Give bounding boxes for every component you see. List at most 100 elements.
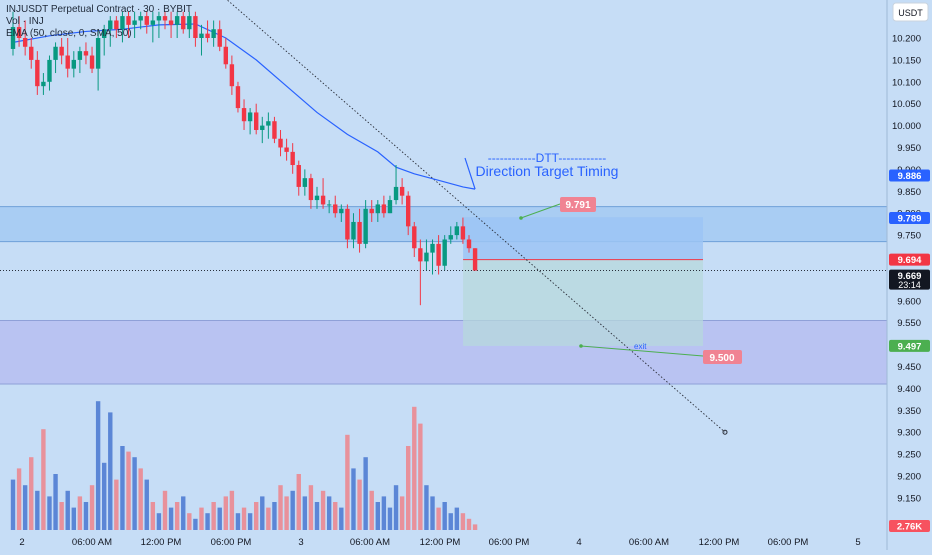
volume-bar (35, 490, 40, 530)
time-tick: 3 (298, 537, 303, 548)
volume-bar (29, 457, 34, 530)
price-badge-text: 9.789 (898, 214, 922, 225)
time-tick: 5 (855, 537, 860, 548)
price-badge-text: 9.694 (898, 255, 922, 266)
volume-bar (314, 502, 320, 530)
currency-button[interactable]: USDT (892, 2, 929, 22)
candle-body (205, 33, 210, 38)
volume-bar (454, 507, 460, 530)
volume-bar (59, 502, 64, 530)
candle-body (53, 46, 58, 60)
volume-bar (387, 507, 393, 530)
candle-body (314, 195, 320, 201)
time-tick: 06:00 PM (768, 537, 809, 548)
candle-body (466, 239, 472, 249)
price-lines (0, 0, 887, 435)
candle-body (460, 226, 466, 240)
candle-body (333, 204, 338, 214)
position-tool[interactable] (463, 217, 703, 346)
volume-bar (247, 513, 253, 530)
candle-body (241, 108, 247, 122)
candle-body (217, 29, 222, 47)
axes: 10.20010.15010.10010.05010.0009.9509.900… (19, 0, 932, 550)
candle-body (83, 51, 89, 56)
volume-bar (351, 468, 356, 530)
price-tick: 9.850 (897, 187, 921, 198)
candle-body (381, 204, 387, 214)
candle-body (436, 243, 441, 266)
countdown-text: 23:14 (898, 280, 921, 290)
volume-bar (144, 479, 149, 530)
volume-bar (199, 507, 204, 530)
candle-body (47, 59, 52, 82)
exit-dot (579, 344, 583, 348)
price-tick: 9.950 (897, 143, 921, 154)
candle-body (339, 208, 344, 214)
candle-body (193, 16, 198, 38)
candle-body (65, 55, 70, 69)
position-profit-zone (463, 217, 703, 260)
volume-bar (393, 485, 399, 530)
candle-body (272, 121, 277, 139)
candle-body (41, 81, 46, 87)
volume-bar (95, 401, 101, 530)
volume-bar (296, 474, 301, 530)
position-stop-zone (463, 259, 703, 346)
price-badge (889, 269, 930, 290)
price-badge (889, 520, 930, 532)
price-tick: 10.000 (892, 121, 921, 132)
drawings[interactable]: ------------DTT------------ Direction Ta… (476, 151, 742, 364)
price-tick: 9.550 (897, 318, 921, 329)
price-tick: 9.450 (897, 362, 921, 373)
candle-body (387, 200, 393, 214)
candle-body (418, 248, 423, 262)
volume-bar (71, 507, 76, 530)
candlesticks[interactable] (10, 11, 478, 306)
candle-body (399, 186, 405, 196)
candle-body (10, 27, 16, 49)
price-tick: 10.200 (892, 34, 921, 45)
volume-bar (339, 507, 344, 530)
volume-bar (193, 518, 198, 530)
volume-bar (168, 507, 174, 530)
price-tick: 9.250 (897, 450, 921, 461)
price-tick: 10.100 (892, 77, 921, 88)
candle-body (290, 151, 295, 166)
volume-bar (174, 502, 180, 530)
volume-bar (47, 496, 52, 530)
volume-bar (114, 479, 119, 530)
volume-bar (333, 502, 338, 530)
volume-bar (181, 496, 186, 530)
price-tick: 9.150 (897, 493, 921, 504)
volume-bar (418, 423, 423, 530)
candle-body (211, 29, 216, 38)
candle-body (156, 16, 162, 21)
candle-body (320, 195, 326, 205)
volume-bar (22, 485, 28, 530)
candle-body (472, 248, 478, 271)
candle-body (95, 38, 101, 69)
candle-body (150, 20, 156, 25)
volume-bar (10, 479, 16, 530)
price-tick: 9.400 (897, 384, 921, 395)
price-tick: 9.200 (897, 472, 921, 483)
candle-body (199, 33, 204, 38)
candle-body (35, 59, 40, 87)
currency-label: USDT (898, 8, 923, 18)
volume-bar (77, 496, 83, 530)
time-tick: 06:00 PM (489, 537, 530, 548)
exit-label[interactable]: 9.500 (703, 350, 742, 364)
exit-label-text: 9.500 (709, 353, 734, 364)
volume-bar (472, 524, 478, 530)
volume-bar (320, 490, 326, 530)
target-label[interactable]: 9.791 (560, 197, 596, 212)
target-dot (519, 216, 523, 220)
candle-body (351, 221, 356, 240)
candle-body (59, 46, 64, 56)
volume-bar (211, 502, 216, 530)
time-tick: 06:00 AM (629, 537, 669, 548)
candle-body (454, 226, 460, 236)
volume-bar (466, 518, 472, 530)
